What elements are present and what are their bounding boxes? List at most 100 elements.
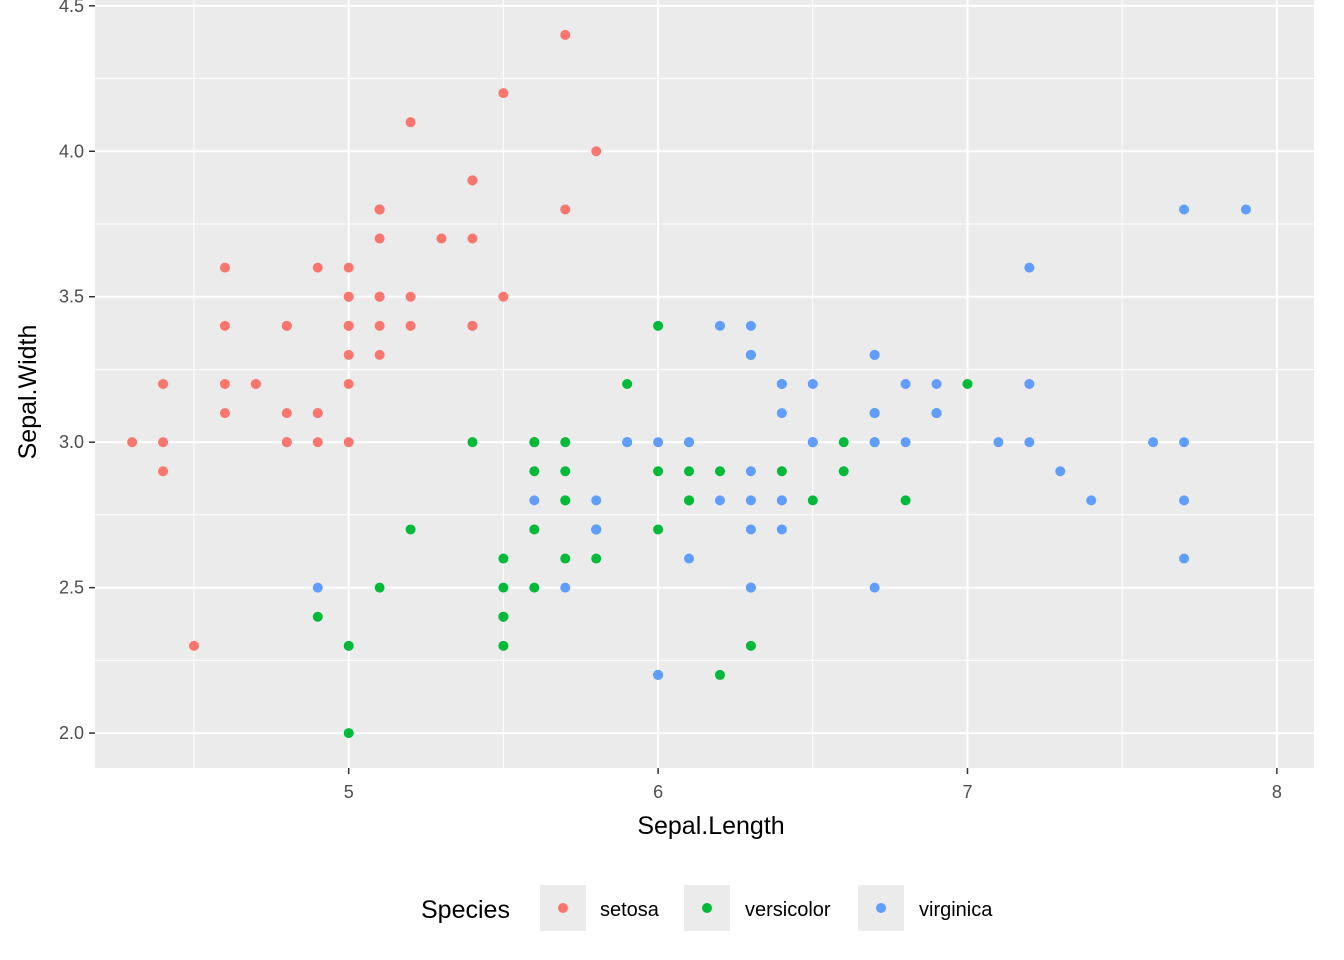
data-point-virginica xyxy=(869,582,880,593)
data-point-virginica xyxy=(869,408,880,419)
data-point-versicolor xyxy=(653,466,664,477)
data-point-virginica xyxy=(776,408,787,419)
data-point-versicolor xyxy=(529,582,540,593)
legend-swatch-versicolor xyxy=(702,903,712,913)
data-point-virginica xyxy=(931,408,942,419)
data-point-virginica xyxy=(714,495,725,506)
data-point-setosa xyxy=(312,262,323,273)
y-tick-label: 2.0 xyxy=(59,723,84,743)
data-point-setosa xyxy=(189,640,200,651)
data-point-virginica xyxy=(807,437,818,448)
data-point-versicolor xyxy=(498,553,509,564)
data-point-setosa xyxy=(374,233,385,244)
data-point-virginica xyxy=(745,466,756,477)
data-point-versicolor xyxy=(745,640,756,651)
y-tick-label: 4.0 xyxy=(59,141,84,161)
data-point-setosa xyxy=(560,29,571,40)
data-point-versicolor xyxy=(560,437,571,448)
data-point-versicolor xyxy=(529,437,540,448)
data-point-setosa xyxy=(343,349,354,360)
data-point-virginica xyxy=(684,553,695,564)
x-tick-label: 6 xyxy=(653,782,663,802)
data-point-setosa xyxy=(374,291,385,302)
data-point-versicolor xyxy=(807,495,818,506)
data-point-versicolor xyxy=(498,582,509,593)
data-point-setosa xyxy=(281,320,292,331)
data-point-setosa xyxy=(343,291,354,302)
data-point-setosa xyxy=(560,204,571,215)
data-point-setosa xyxy=(467,233,478,244)
data-point-versicolor xyxy=(591,553,602,564)
data-point-virginica xyxy=(745,582,756,593)
data-point-virginica xyxy=(745,495,756,506)
axis-ticks xyxy=(89,5,1278,774)
data-point-setosa xyxy=(219,408,230,419)
data-point-versicolor xyxy=(560,553,571,564)
data-point-setosa xyxy=(281,437,292,448)
data-point-versicolor xyxy=(498,640,509,651)
data-point-virginica xyxy=(560,582,571,593)
data-point-versicolor xyxy=(714,466,725,477)
data-point-setosa xyxy=(250,379,261,389)
data-point-versicolor xyxy=(343,728,354,739)
data-point-virginica xyxy=(900,379,911,389)
data-point-setosa xyxy=(219,262,230,273)
data-point-setosa xyxy=(343,379,354,389)
data-point-setosa xyxy=(343,437,354,448)
data-point-setosa xyxy=(343,262,354,273)
x-tick-label: 7 xyxy=(962,782,972,802)
data-point-setosa xyxy=(374,349,385,360)
data-point-versicolor xyxy=(498,611,509,622)
data-point-virginica xyxy=(1086,495,1097,506)
x-tick-label: 8 xyxy=(1272,782,1282,802)
data-point-setosa xyxy=(374,320,385,331)
data-point-virginica xyxy=(312,582,323,593)
tick-labels: 5 6 7 8 2.0 2.5 3.0 3.5 4.0 4.5 xyxy=(59,0,1282,802)
minor-gridlines xyxy=(95,0,1314,768)
data-point-versicolor xyxy=(900,495,911,506)
data-point-virginica xyxy=(591,524,602,535)
data-point-virginica xyxy=(1055,466,1066,477)
data-point-setosa xyxy=(436,233,447,244)
data-point-setosa xyxy=(219,379,230,389)
data-point-versicolor xyxy=(838,466,849,477)
legend-label-virginica: virginica xyxy=(919,899,993,921)
data-point-setosa xyxy=(312,437,323,448)
legend-swatch-setosa xyxy=(558,903,568,913)
data-point-virginica xyxy=(869,437,880,448)
data-point-virginica xyxy=(776,524,787,535)
data-point-versicolor xyxy=(684,495,695,506)
data-point-virginica xyxy=(745,524,756,535)
data-point-virginica xyxy=(745,320,756,331)
data-point-setosa xyxy=(467,175,478,186)
data-point-virginica xyxy=(1024,379,1035,389)
data-point-setosa xyxy=(591,146,602,157)
data-point-setosa xyxy=(405,117,416,128)
y-tick-label: 3.5 xyxy=(59,287,84,307)
data-point-virginica xyxy=(993,437,1004,448)
data-point-setosa xyxy=(219,320,230,331)
data-point-virginica xyxy=(591,495,602,506)
data-point-virginica xyxy=(1148,437,1159,448)
data-point-setosa xyxy=(374,204,385,215)
legend-label-setosa: setosa xyxy=(600,899,660,921)
data-point-setosa xyxy=(312,408,323,419)
panel-background xyxy=(95,0,1314,768)
data-point-versicolor xyxy=(529,466,540,477)
data-point-setosa xyxy=(498,291,509,302)
data-point-virginica xyxy=(745,349,756,360)
data-point-setosa xyxy=(405,320,416,331)
y-tick-label: 2.5 xyxy=(59,578,84,598)
data-point-setosa xyxy=(467,320,478,331)
data-point-setosa xyxy=(158,437,169,448)
data-point-virginica xyxy=(529,495,540,506)
y-tick-label: 4.5 xyxy=(59,0,84,16)
data-point-versicolor xyxy=(405,524,416,535)
legend-title: Species xyxy=(421,896,510,924)
data-point-versicolor xyxy=(560,495,571,506)
data-point-versicolor xyxy=(312,611,323,622)
data-point-virginica xyxy=(714,320,725,331)
data-point-setosa xyxy=(158,466,169,477)
data-point-versicolor xyxy=(684,466,695,477)
data-point-versicolor xyxy=(653,524,664,535)
